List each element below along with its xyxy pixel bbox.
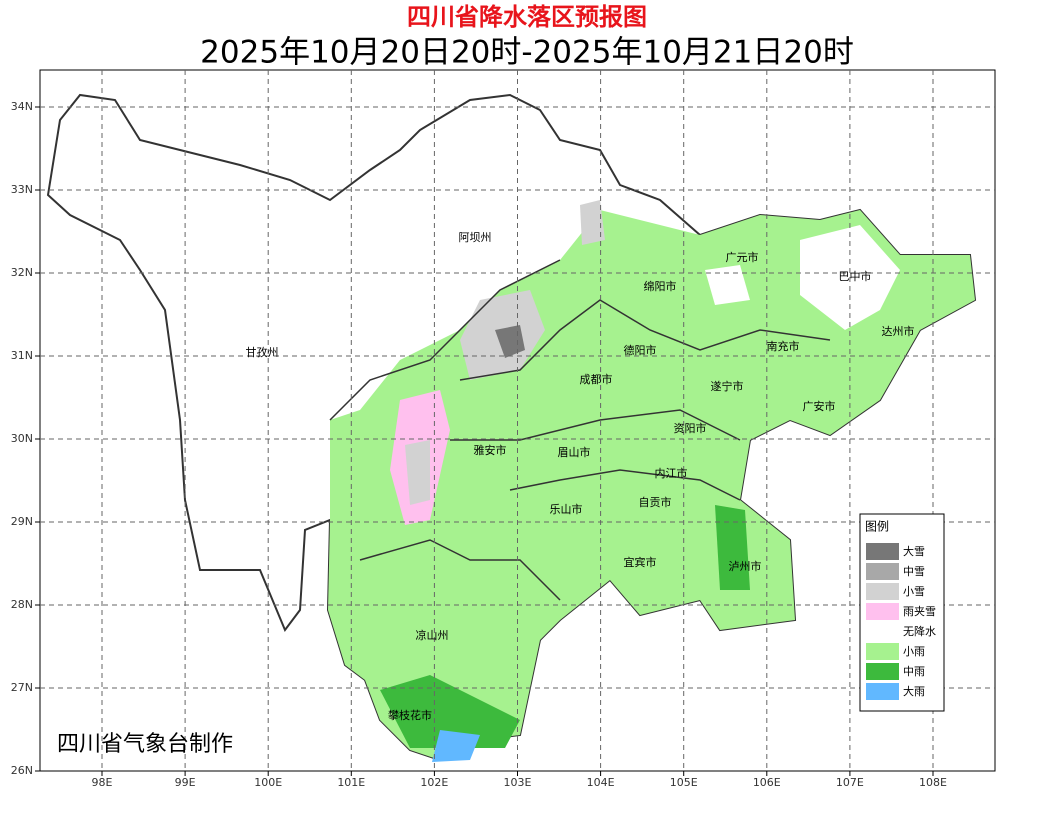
city-border: [509, 469, 741, 501]
legend-swatch: [866, 623, 899, 640]
place-label: 巴中市: [839, 269, 872, 283]
place-label: 凉山州: [416, 628, 449, 642]
lat-label: 33N: [11, 183, 33, 196]
credit: 四川省气象台制作: [57, 732, 233, 757]
place-label: 泸州市: [729, 559, 762, 573]
place-label: 德阳市: [624, 343, 657, 357]
lat-label: 34N: [11, 100, 33, 113]
legend-swatch: [866, 683, 899, 700]
lat-label: 26N: [11, 764, 33, 777]
legend-swatch: [866, 563, 899, 580]
legend-label: 雨夹雪: [903, 605, 936, 618]
regions: [46, 93, 977, 762]
lon-label: 99E: [175, 776, 196, 789]
place-label: 自贡市: [639, 495, 672, 509]
place-label: 资阳市: [674, 421, 707, 435]
legend-swatch: [866, 663, 899, 680]
place-label: 广元市: [726, 250, 759, 264]
title: 四川省降水落区预报图: [407, 3, 647, 31]
lat-label: 28N: [11, 598, 33, 611]
lon-label: 105E: [670, 776, 698, 789]
legend-label: 无降水: [903, 624, 936, 638]
no-rain-area: [705, 265, 750, 305]
lon-label: 104E: [587, 776, 615, 789]
lon-label: 102E: [420, 776, 448, 789]
light-snow-area: [580, 200, 605, 245]
lon-label: 101E: [337, 776, 365, 789]
legend-label: 小雨: [903, 645, 925, 658]
lon-label: 106E: [753, 776, 781, 789]
place-label: 宜宾市: [624, 555, 657, 569]
lat-label: 31N: [11, 349, 33, 362]
place-label: 甘孜州: [246, 345, 279, 359]
lon-label: 107E: [836, 776, 864, 789]
lat-label: 29N: [11, 515, 33, 528]
subtitle: 2025年10月20日20时-2025年10月21日20时: [200, 35, 854, 71]
place-label: 乐山市: [550, 502, 583, 516]
legend-swatch: [866, 643, 899, 660]
legend-swatch: [866, 543, 899, 560]
graticule: 98E 99E 100E 101E 102E 103E 104E 105E 106E 107E 10…: [11, 70, 995, 789]
lat-label: 30N: [11, 432, 33, 445]
legend-label: 中雪: [903, 565, 925, 578]
city-border: [459, 299, 831, 381]
lon-label: 100E: [254, 776, 282, 789]
place-label: 成都市: [580, 372, 613, 386]
place-label: 雅安市: [474, 443, 507, 457]
place-label: 阿坝州: [459, 230, 492, 244]
place-label: 达州市: [882, 324, 915, 338]
place-label: 攀枝花市: [388, 708, 432, 722]
place-label: 南充市: [767, 339, 800, 353]
heavy-rain-area: [432, 730, 480, 762]
legend-label: 小雪: [903, 585, 925, 598]
city-border: [359, 539, 561, 601]
legend-swatch: [866, 583, 899, 600]
place-label: 内江市: [655, 466, 688, 480]
lat-label: 27N: [11, 681, 33, 694]
place-label: 绵阳市: [644, 279, 677, 293]
legend-label: 大雪: [903, 544, 925, 558]
legend-label: 大雨: [903, 684, 925, 698]
lat-label: 32N: [11, 266, 33, 279]
lon-label: 98E: [92, 776, 113, 789]
city-border: [329, 259, 561, 421]
place-label: 眉山市: [558, 445, 591, 459]
moderate-rain-area: [715, 505, 750, 590]
light-snow-area: [405, 440, 430, 505]
city-border: [450, 409, 741, 441]
place-label: 广安市: [803, 399, 836, 413]
legend-swatch: [866, 603, 899, 620]
moderate-rain-area: [380, 675, 520, 748]
legend-title: 图例: [865, 520, 889, 534]
place-label: 遂宁市: [711, 379, 744, 393]
legend-label: 中雨: [903, 665, 925, 678]
lon-label: 103E: [504, 776, 532, 789]
lon-label: 108E: [919, 776, 947, 789]
